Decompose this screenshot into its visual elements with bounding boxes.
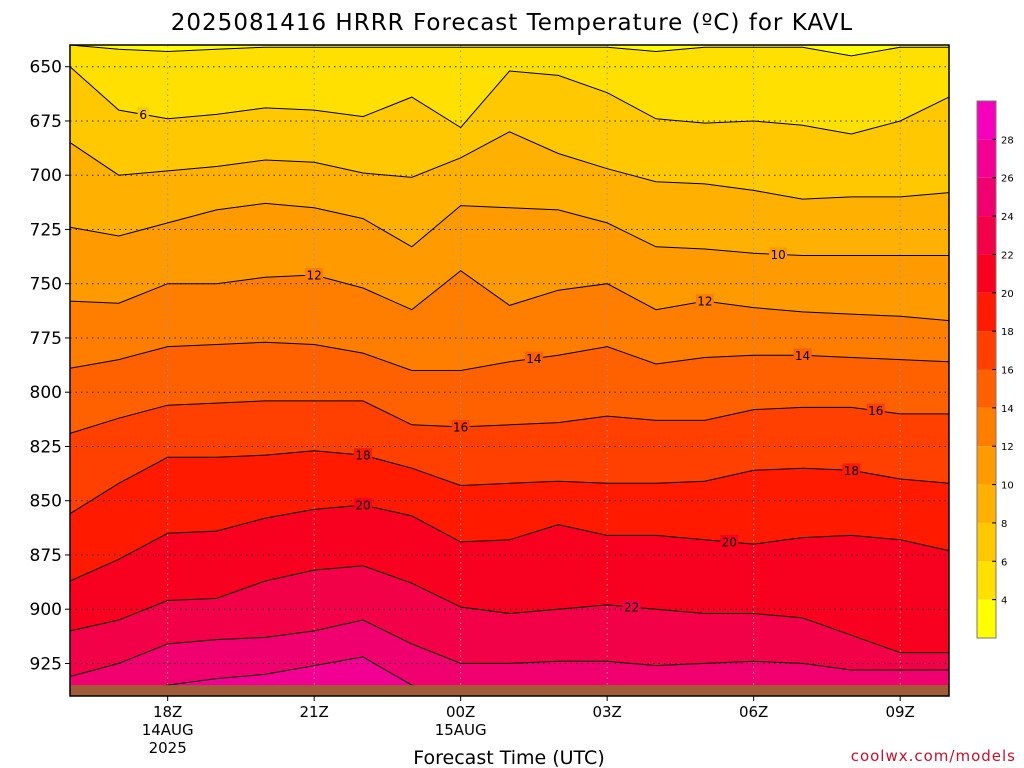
colorbar-swatch-4 <box>977 561 996 600</box>
x-axis-label: Forecast Time (UTC) <box>413 747 604 768</box>
contour-24 <box>69 619 949 677</box>
contour-label-22: 22 <box>624 601 639 615</box>
contour-label-bg-20 <box>720 534 739 549</box>
x-tick-label-3-0: 21Z <box>299 703 328 721</box>
colorbar-swatch-6 <box>977 522 996 562</box>
contour-label-bg-16 <box>451 419 470 434</box>
ground-layer <box>70 685 949 696</box>
contour-16 <box>69 400 949 434</box>
contour-label-bg-14 <box>524 351 543 366</box>
contour-label-14: 14 <box>795 349 810 363</box>
contour-label-10: 10 <box>770 248 785 262</box>
colorbar-label-12: 12 <box>1001 442 1014 453</box>
contour-label-bg-12 <box>305 268 324 283</box>
colorbar-label-18: 18 <box>1001 327 1014 338</box>
x-tick-label-6-1: 15AUG <box>435 721 487 739</box>
y-tick-label-700: 700 <box>30 166 62 186</box>
y-tick-label-925: 925 <box>30 654 62 674</box>
contour-label-bg-12 <box>695 294 714 309</box>
y-tick-label-875: 875 <box>30 546 62 566</box>
contour-label-bg-18 <box>842 463 861 478</box>
y-tick-label-775: 775 <box>30 329 62 349</box>
colorbar-swatch-18 <box>977 292 996 332</box>
y-axis: 650 675 700 725 750 775 800 825 850 875 900 925 <box>30 58 70 674</box>
colorbar-swatch-12 <box>977 407 996 447</box>
colorbar-label-16: 16 <box>1001 366 1014 377</box>
y-tick-label-900: 900 <box>30 600 62 620</box>
y-tick-label-725: 725 <box>30 220 62 240</box>
credit-text: coolwx.com/models <box>851 747 1016 765</box>
x-tick-label-9-0: 03Z <box>592 703 621 721</box>
x-tick-label-6-0: 00Z <box>446 703 475 721</box>
y-tick-label-800: 800 <box>30 383 62 403</box>
contour-label-bg-14 <box>793 348 812 363</box>
y-tick-label-750: 750 <box>30 275 62 295</box>
contour-6 <box>69 66 950 135</box>
colorbar-swatch-22 <box>977 216 996 255</box>
colorbar-label-22: 22 <box>1001 250 1014 261</box>
isotherm-contours: 6 10 12 14 16 18 20 22 12 14 16 18 20 <box>69 44 950 697</box>
contour-label-20: 20 <box>355 499 370 513</box>
y-tick-label-675: 675 <box>30 112 62 132</box>
colorbar-label-24: 24 <box>1001 212 1014 223</box>
colorbar-swatch-26 <box>977 139 996 178</box>
contour-label-bg-20 <box>354 498 372 513</box>
contour-label-12: 12 <box>307 269 322 283</box>
contour-label-bg-16 <box>866 403 885 418</box>
colorbar-swatch-28 <box>977 101 996 140</box>
colorbar: 4 6 8 10 12 14 16 18 20 22 24 26 28 <box>976 100 1014 639</box>
contour-label-16: 16 <box>453 420 468 434</box>
x-tick-label-0-0: 18Z <box>153 703 182 721</box>
contour-10 <box>69 202 949 256</box>
x-tick-label-12-0: 06Z <box>739 703 768 721</box>
contour-label-12: 12 <box>697 295 712 309</box>
colorbar-label-4: 4 <box>1001 596 1007 607</box>
colorbar-swatch-10 <box>977 446 996 485</box>
contour-label-18: 18 <box>355 449 370 463</box>
colorbar-swatch-14 <box>977 369 996 408</box>
contour-4 <box>69 44 949 57</box>
contour-8 <box>69 131 950 200</box>
y-tick-label-825: 825 <box>30 437 62 457</box>
contour-12 <box>69 270 950 322</box>
contour-label-bg-10 <box>769 247 788 262</box>
contour-label-16: 16 <box>868 404 883 418</box>
colorbar-swatch-20 <box>977 254 996 293</box>
plot-frame <box>69 44 950 697</box>
contour-label-bg-18 <box>354 448 372 463</box>
contour-20 <box>69 504 950 582</box>
contour-label-20: 20 <box>722 535 737 549</box>
chart-title: 2025081416 HRRR Forecast Temperature (ºC… <box>171 10 853 36</box>
colorbar-swatch-2 <box>977 599 996 638</box>
colorbar-label-8: 8 <box>1001 519 1007 530</box>
y-tick-label-650: 650 <box>30 58 62 78</box>
colorbar-swatch-24 <box>977 177 996 217</box>
colorbar-label-26: 26 <box>1001 174 1014 185</box>
x-tick-label-0-2: 2025 <box>149 739 187 757</box>
colorbar-label-20: 20 <box>1001 289 1014 300</box>
contour-18 <box>69 450 950 515</box>
colorbar-label-14: 14 <box>1001 404 1014 415</box>
x-tick-label-0-1: 14AUG <box>142 721 194 739</box>
colorbar-swatch-8 <box>977 484 996 523</box>
colorbar-label-28: 28 <box>1001 135 1014 146</box>
contour-label-bg-22 <box>622 600 641 615</box>
contour-label-6: 6 <box>139 108 147 122</box>
temperature-fill <box>70 45 949 697</box>
colorbar-label-6: 6 <box>1001 557 1007 568</box>
colorbar-label-10: 10 <box>1001 481 1014 492</box>
contour-label-bg-6 <box>137 107 149 122</box>
contour-label-14: 14 <box>526 352 541 366</box>
y-tick-label-850: 850 <box>30 492 62 512</box>
x-tick-label-15-0: 09Z <box>885 703 914 721</box>
contour-label-18: 18 <box>844 464 859 478</box>
colorbar-swatch-16 <box>977 331 996 370</box>
ground-fill <box>70 685 949 696</box>
contour-22 <box>69 565 949 654</box>
